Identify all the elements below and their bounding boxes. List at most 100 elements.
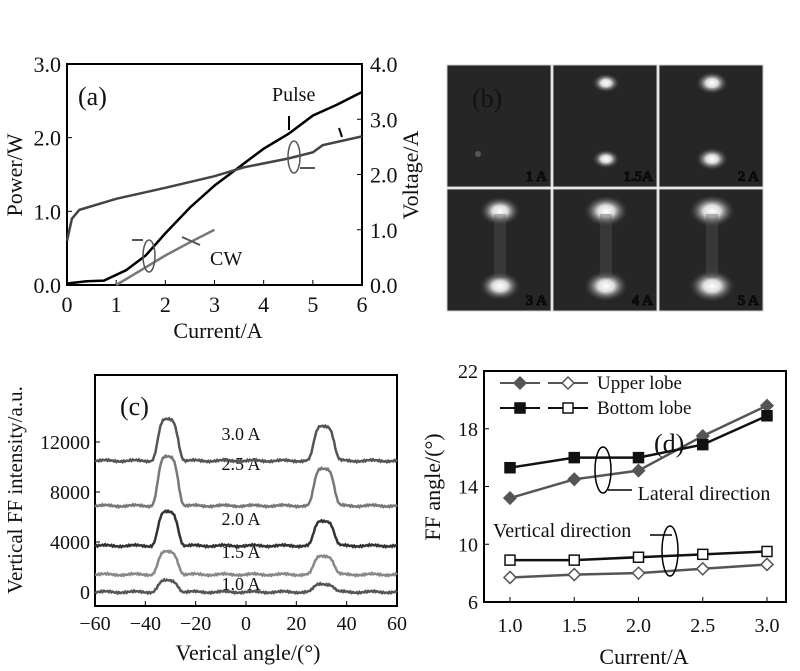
legend-marker (512, 375, 528, 391)
annotation-lateral: Lateral direction (638, 483, 771, 505)
x-tick-label: 3 (209, 292, 220, 317)
panel-label-b: (b) (472, 84, 502, 113)
upper-lobe-spot (591, 73, 621, 93)
beam-image-1 (446, 64, 552, 188)
series-2-5-A (94, 453, 398, 510)
y-tick-label: 4000 (50, 532, 90, 554)
y-tick-label: 3.0 (34, 52, 62, 77)
y-axis-label: Vertical FF intensity/a.u. (3, 386, 27, 594)
x-tick-label: −20 (180, 613, 211, 635)
data-point (568, 451, 580, 464)
x-tick-label: 2 (160, 292, 171, 317)
data-point (697, 548, 709, 561)
beam-label: 2 A (738, 169, 759, 185)
x-tick-label: 1.5 (562, 615, 587, 637)
x-tick-label: 4 (258, 292, 269, 317)
legend-label: Upper lobe (597, 373, 682, 394)
series-1-0-A (94, 577, 398, 596)
series-2-0-A (94, 508, 398, 550)
beam-label: 1 A (526, 169, 547, 185)
beam-label: 5 A (738, 293, 759, 309)
legend-marker (560, 375, 576, 391)
x-axis-label: Current/A (599, 644, 688, 669)
data-point (567, 472, 582, 487)
lower-lobe-spot (688, 269, 736, 303)
upper-lobe-spot (688, 194, 736, 228)
data-point (568, 554, 580, 566)
y2-tick-label: 0.0 (370, 273, 398, 298)
annotation-pulse: Pulse (272, 84, 315, 106)
legend-marker (514, 402, 526, 414)
x-tick-label: 2.0 (626, 615, 651, 637)
ellipse-marker (142, 239, 156, 273)
x-tick-label: 0 (62, 292, 73, 317)
x-tick-label: 60 (387, 613, 407, 635)
series-label: 3.0 A (221, 424, 260, 444)
y-tick-label: 22 (458, 361, 478, 383)
lower-lobe-spot (478, 271, 522, 301)
beam-streak (706, 214, 718, 278)
y-tick-label: 2.0 (34, 126, 62, 151)
x-tick-label: 1 (111, 292, 122, 317)
data-point (697, 438, 709, 451)
x-tick-label: 0 (241, 613, 251, 635)
y2-tick-label: 4.0 (370, 52, 398, 77)
series-1-5-A (94, 549, 398, 578)
upper-lobe-spot (695, 71, 729, 95)
series-label: 2.5 A (221, 454, 260, 474)
y-tick-label: 18 (458, 419, 478, 441)
y2-tick-label: 1.0 (370, 218, 398, 243)
y-tick-label: 12000 (40, 432, 90, 454)
panel-label-d: (d) (654, 429, 684, 458)
data-point (759, 557, 775, 572)
faint-spot (475, 151, 481, 157)
y2-tick-label: 2.0 (370, 163, 398, 188)
legend-marker (562, 402, 574, 414)
x-tick-label: 5 (307, 292, 318, 317)
y-tick-label: 14 (458, 477, 478, 499)
upper-lobe-spot (582, 194, 630, 228)
x-tick-label: 2.5 (690, 615, 715, 637)
y-tick-label: 1.0 (34, 199, 62, 224)
data-point (502, 490, 518, 506)
legend-label: Bottom lobe (597, 398, 691, 419)
y-tick-label: 8000 (50, 482, 90, 504)
beam-streak (600, 214, 612, 278)
beam-streak (494, 214, 506, 278)
data-point (567, 567, 582, 582)
y-axis-label: Power/W (2, 133, 27, 216)
arrow-up (338, 127, 343, 138)
ellipse-marker (594, 446, 612, 494)
annotation-vertical: Vertical direction (493, 520, 631, 542)
series-cw-power (115, 228, 216, 287)
data-point (502, 570, 518, 585)
ellipse-marker (661, 525, 679, 577)
data-point (695, 561, 710, 576)
x-tick-label: −60 (79, 613, 110, 635)
data-point (504, 461, 516, 474)
x-tick-label: 3.0 (755, 615, 780, 637)
upper-lobe-spot (478, 196, 522, 226)
x-tick-label: 40 (337, 613, 357, 635)
data-point (759, 398, 775, 413)
data-point (504, 554, 516, 566)
x-tick-label: 20 (286, 613, 306, 635)
data-point (761, 410, 773, 422)
y-tick-label: 10 (458, 534, 478, 556)
beam-label: 1.5A (623, 169, 653, 185)
series-pulse-power (66, 90, 363, 285)
y-tick-label: 0.0 (34, 273, 62, 298)
ellipse-marker (287, 140, 301, 174)
data-point (631, 463, 646, 478)
x-tick-label: −40 (130, 613, 161, 635)
x-tick-label: 1.0 (498, 615, 523, 637)
y2-axis-label: Voltage/A (398, 130, 423, 219)
series-voltage (65, 135, 363, 242)
x-axis-label: Current/A (173, 318, 262, 343)
y-tick-label: 6 (468, 592, 478, 614)
panel-label-a: (a) (78, 82, 107, 111)
data-point (761, 545, 773, 558)
lower-lobe-spot (582, 269, 630, 303)
